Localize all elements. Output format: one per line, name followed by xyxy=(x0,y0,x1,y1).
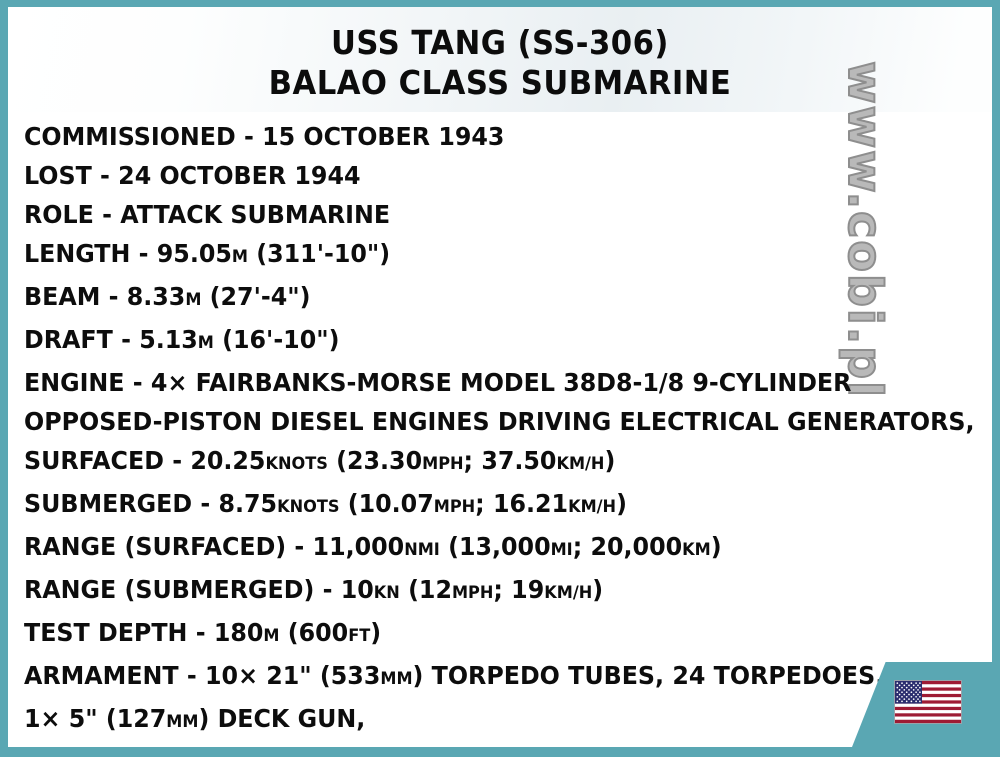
spec-line-surfaced: SURFACED - 20.25KNOTS (23.30MPH; 37.50KM… xyxy=(24,446,616,475)
title-line-ship-class: BALAO CLASS SUBMARINE xyxy=(268,63,732,102)
spec-line-submerged: SUBMERGED - 8.75KNOTS (10.07MPH; 16.21KM… xyxy=(24,489,627,518)
spec-line-range-surfaced: RANGE (SURFACED) - 11,000NMI (13,000MI; … xyxy=(24,532,722,561)
spec-line-range-submerged: RANGE (SUBMERGED) - 10KN (12MPH; 19KM/H) xyxy=(24,575,604,604)
frame-border-right xyxy=(992,0,1000,757)
title-line-ship-name: USS TANG (SS-306) xyxy=(331,23,669,62)
frame-border-top xyxy=(0,0,1000,7)
frame-border-bottom xyxy=(0,747,1000,757)
spec-line-armament-2: 1× 5" (127MM) DECK GUN, xyxy=(24,704,366,733)
spec-line-engine-1: ENGINE - 4× FAIRBANKS-MORSE MODEL 38D8-1… xyxy=(24,368,852,397)
spec-line-beam: BEAM - 8.33M (27'-4") xyxy=(24,282,311,311)
spec-line-role: ROLE - ATTACK SUBMARINE xyxy=(24,200,391,229)
card-page: USS TANG (SS-306) BALAO CLASS SUBMARINE … xyxy=(8,7,992,747)
spec-line-draft: DRAFT - 5.13M (16'-10") xyxy=(24,325,340,354)
spec-line-commissioned: COMMISSIONED - 15 OCTOBER 1943 xyxy=(24,122,505,151)
united-states-flag-icon xyxy=(895,681,961,723)
spec-line-armament-1: ARMAMENT - 10× 21" (533MM) TORPEDO TUBES… xyxy=(24,661,885,690)
frame-border-left xyxy=(0,0,8,757)
spec-line-lost: LOST - 24 OCTOBER 1944 xyxy=(24,161,361,190)
spec-line-test-depth: TEST DEPTH - 180M (600FT) xyxy=(24,618,382,647)
title-background-band xyxy=(8,7,992,112)
spec-line-engine-2: OPPOSED-PISTON DIESEL ENGINES DRIVING EL… xyxy=(24,407,975,436)
page-title: USS TANG (SS-306) BALAO CLASS SUBMARINE xyxy=(8,23,992,103)
spec-line-length: LENGTH - 95.05M (311'-10") xyxy=(24,239,391,268)
specification-list: COMMISSIONED - 15 OCTOBER 1943 LOST - 24 … xyxy=(24,117,975,747)
